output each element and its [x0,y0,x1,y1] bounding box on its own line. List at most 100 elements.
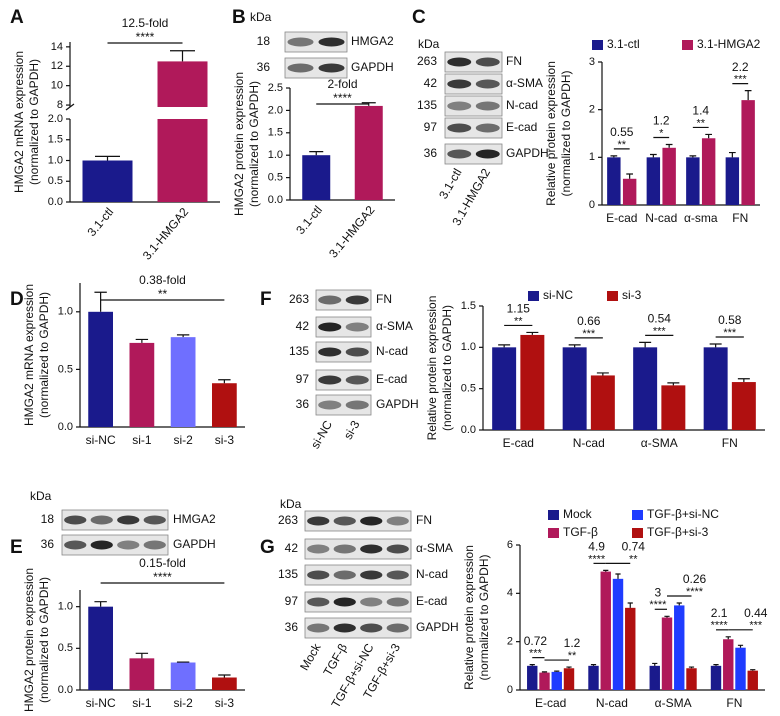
y-tick-label: 2 [507,636,513,648]
y-tick-label: 1.0 [268,149,283,161]
bar [633,347,658,430]
error-bar [541,671,548,673]
y-tick-label: 8 [57,99,63,111]
panel-label: A [10,7,24,28]
blot-strip [284,31,348,53]
blot-band [117,540,140,550]
error-bar [94,291,107,312]
protein-name: GAPDH [416,620,459,634]
protein-name: GAPDH [506,146,549,160]
x-tick-label: α-SMA [641,436,678,450]
significance: **** [711,620,729,632]
error-bar [566,666,572,669]
bar [539,672,550,690]
legend-swatch [682,40,693,50]
fold-label: 12.5-fold [122,16,169,30]
x-tick-label: FN [726,696,742,710]
significance: * [659,127,664,139]
blot-band [345,347,369,357]
bar [710,665,722,690]
x-tick-label: E-cad [503,436,534,450]
bar [731,382,756,430]
comparison-label: 0.58 [718,313,742,327]
blot-strip [444,73,503,95]
x-tick-label: α-sma [684,211,718,225]
y-tick-label: 2.5 [268,82,283,94]
blot-band [447,101,472,111]
molecular-weight: 135 [278,567,298,581]
error-bar [725,636,731,640]
molecular-weight: 97 [296,372,310,386]
comparison-label: 0.55 [610,125,634,139]
x-tick-label: N-cad [645,211,677,225]
blot-band [287,63,314,73]
significance: ** [158,287,168,301]
blot-band [386,623,409,633]
y-tick-label: 2.0 [48,113,63,125]
y-axis-label: Relative protein expression [462,545,476,690]
significance: ** [568,650,577,662]
panel-label: G [260,537,275,558]
bar [520,334,545,430]
panel-label: E [10,537,23,558]
x-tick-label: si-3 [215,433,235,447]
y-tick-label: 0.5 [461,383,476,395]
molecular-weight: 18 [41,512,55,526]
blot-band [333,623,356,633]
error-bar [498,344,511,348]
x-tick-label: FN [722,436,738,450]
significance: ** [629,553,638,565]
legend-label: si-3 [622,288,642,302]
blot-band [117,515,140,525]
error-bar [529,664,535,666]
significance: **** [136,30,155,44]
protein-name: E-cad [416,594,447,608]
blot-band [90,515,113,525]
y-tick-label: 0.0 [48,196,63,208]
y-tick-label: 1.0 [48,154,63,166]
blot-band [447,57,472,67]
comparison-label: 0.72 [524,634,548,648]
error-bar [603,569,609,572]
kda-label: kDa [280,497,302,511]
lane-label: si-3 [341,418,363,442]
comparison-label: 0.26 [683,572,707,586]
molecular-weight: 135 [417,98,437,112]
comparison-label: 0.54 [648,312,672,326]
lane-label: Mock [297,640,324,673]
error-bar [218,379,231,384]
bar [600,571,611,690]
blot-band [447,79,472,89]
error-bar [309,151,324,156]
bar [612,578,624,690]
y-tick-label: 1.0 [58,601,73,613]
blot-band [307,516,330,526]
bar [703,347,728,430]
molecular-weight: 36 [296,397,310,411]
y-tick-label: 12 [51,60,63,72]
bar [723,639,734,690]
legend-swatch [548,510,559,520]
y-tick-label: 3 [589,56,595,68]
error-bar [728,151,736,158]
x-tick-label: 3.1-ctl [293,203,325,237]
protein-name: α-SMA [506,76,543,90]
blot-strip [444,95,503,117]
error-bar [610,155,618,158]
y-axis-sublabel: (normalized to GAPDH) [37,292,51,418]
y-axis-label: HMGA2 mRNA expression [12,51,26,193]
blot-band [90,540,113,550]
bar [625,607,636,690]
y-axis-sublabel: (normalized to GAPDH) [27,59,41,185]
blot-band [333,516,356,526]
x-tick-label: N-cad [573,436,605,450]
molecular-weight: 36 [424,146,438,160]
blot-band [287,37,314,47]
bar [590,375,615,430]
molecular-weight: 18 [257,34,271,48]
significance: *** [734,74,748,86]
bar [212,677,237,690]
y-tick-label: 2 [589,104,595,116]
x-tick-label: si-NC [86,433,116,447]
blot-band [475,149,500,159]
